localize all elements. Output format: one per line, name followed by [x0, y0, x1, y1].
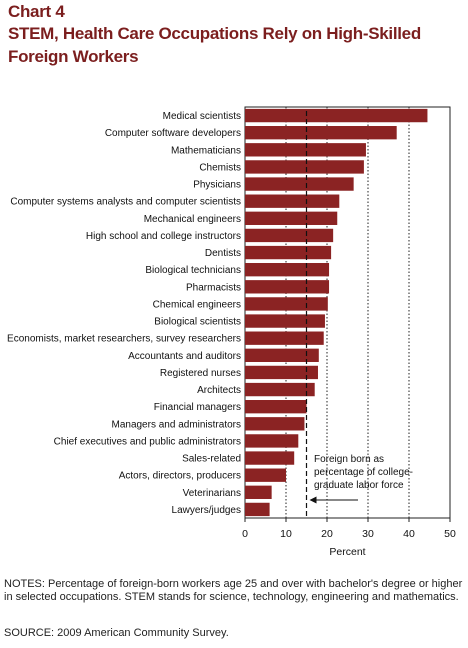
bar [245, 314, 325, 328]
bar [245, 331, 324, 345]
category-label: Biological technicians [145, 265, 241, 276]
bar [245, 365, 318, 380]
bar [245, 263, 330, 277]
category-label: Computer software developers [105, 128, 241, 139]
x-tick-label: 20 [321, 528, 333, 540]
bar [245, 245, 332, 260]
reference-line-label: Foreign born as percentage of college-gra… [314, 454, 413, 491]
category-label: Lawyers/judges [172, 505, 241, 516]
x-tick-label: 50 [444, 528, 456, 540]
bar [245, 194, 340, 208]
chart-source: SOURCE: 2009 American Community Survey. [4, 627, 229, 639]
plot-frame [244, 106, 451, 519]
x-tick-label: 40 [403, 528, 415, 540]
category-label: Computer systems analysts and computer s… [10, 197, 241, 208]
bar [245, 400, 307, 414]
category-label: Chief executives and public administrato… [54, 436, 241, 447]
x-axis-title: Percent [329, 546, 365, 558]
bar [245, 485, 272, 499]
bar [245, 280, 330, 294]
category-label: Veterinarians [183, 488, 241, 499]
chart-number: Chart 4 [8, 2, 65, 21]
chart-title: STEM, Health Care Occupations Rely on Hi… [8, 24, 421, 66]
arrow-icon [309, 496, 317, 504]
bar [245, 228, 334, 243]
category-label: Registered nurses [160, 368, 241, 379]
category-label: Actors, directors, producers [119, 471, 241, 482]
chart-notes: NOTES: Percentage of foreign-born worker… [4, 578, 463, 603]
bar [245, 297, 328, 311]
category-label: Medical scientists [163, 111, 241, 122]
category-label: High school and college instructors [86, 231, 241, 242]
bar [245, 108, 428, 123]
category-label: Pharmacists [186, 282, 241, 293]
bar [245, 177, 354, 191]
category-label: Architects [197, 385, 241, 396]
x-tick-label: 0 [242, 528, 248, 540]
bar [245, 468, 286, 482]
bar [245, 160, 364, 174]
x-tick-label: 30 [362, 528, 374, 540]
category-label: Economists, market researchers, survey r… [7, 334, 241, 345]
category-label: Accountants and auditors [128, 351, 241, 362]
bar [245, 417, 305, 431]
bar [245, 126, 397, 140]
x-tick-label: 10 [280, 528, 292, 540]
bar [245, 382, 315, 397]
category-label: Managers and administrators [111, 419, 241, 430]
category-label: Biological scientists [154, 317, 241, 328]
bar [245, 502, 270, 517]
category-label: Physicians [193, 180, 241, 191]
bar [245, 143, 366, 157]
category-label: Dentists [205, 248, 241, 259]
category-label: Sales-related [182, 454, 241, 465]
bar [245, 348, 319, 362]
bar [245, 211, 338, 225]
bar-chart: Medical scientists Computer software deve… [7, 106, 456, 558]
category-label: Mathematicians [171, 145, 241, 156]
category-label: Chemists [199, 162, 241, 173]
category-label: Financial managers [154, 402, 241, 413]
category-label: Chemical engineers [153, 299, 241, 310]
category-label: Mechanical engineers [144, 214, 241, 225]
bar [245, 451, 295, 465]
bar [245, 434, 299, 448]
